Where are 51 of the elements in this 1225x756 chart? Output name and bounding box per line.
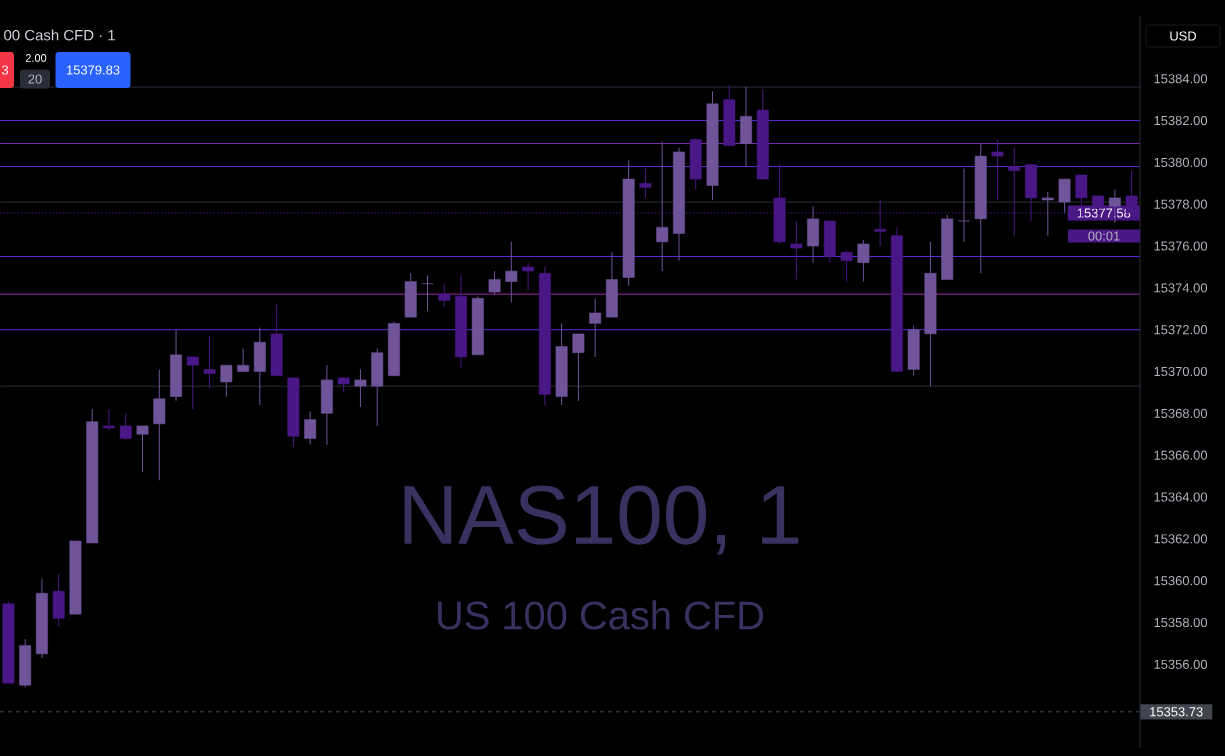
- y-tick-label: 15382.00: [1154, 115, 1208, 126]
- y-tick-label: 15360.00: [1154, 576, 1208, 586]
- y-tick-label: 15368.00: [1154, 408, 1208, 418]
- ref-line-label: 15377.58: [1077, 208, 1131, 218]
- annotation: 15379.83: [66, 65, 120, 75]
- candlestick: [186, 356, 199, 410]
- y-tick-label: 15380.00: [1154, 157, 1208, 167]
- candlestick: [304, 410, 317, 446]
- annotation: 2.00: [25, 54, 47, 62]
- y-tick-label: 15364.00: [1154, 492, 1208, 502]
- annotation: US 100 Cash CFD: [438, 600, 764, 630]
- candlestick: [857, 239, 870, 283]
- candlestick: [220, 364, 233, 398]
- y-tick-label: 15374.00: [1154, 283, 1208, 293]
- candlestick: [421, 274, 434, 312]
- annotation: 20: [28, 74, 42, 84]
- candlestick: [572, 333, 585, 402]
- y-tick-label: 15366.00: [1154, 450, 1208, 460]
- candlestick: [840, 249, 853, 283]
- annotation: 00:01: [1088, 231, 1120, 241]
- annotation: NAS100, 1: [404, 485, 799, 555]
- candlestick: [522, 262, 535, 291]
- candlestick: [237, 348, 250, 373]
- y-tick-label: 15372.00: [1154, 325, 1208, 335]
- text: 00 Cash CFD · 1: [4, 29, 115, 41]
- candlestick: [203, 335, 216, 389]
- y-tick-label: 15378.00: [1154, 199, 1208, 209]
- y-tick-label: 15376.00: [1154, 241, 1208, 251]
- annotation: 3: [1, 65, 9, 75]
- y-tick-label: 15356.00: [1154, 659, 1208, 669]
- candlestick: [991, 138, 1004, 201]
- candlestick: [639, 168, 652, 199]
- candlestick: [354, 368, 367, 408]
- candlestick: [505, 241, 518, 304]
- y-tick-label: 15384.00: [1154, 74, 1208, 84]
- candlestick: [656, 140, 669, 272]
- y-tick-label: 15370.00: [1154, 366, 1208, 377]
- candlestick: [790, 220, 803, 280]
- candlestick: [488, 270, 501, 295]
- candlestick: [438, 283, 451, 308]
- candlestick: [103, 408, 115, 431]
- candlestick: [958, 168, 970, 243]
- text: USD: [1170, 31, 1197, 41]
- y-tick-label: 15362.00: [1154, 534, 1208, 544]
- candlestick: [1058, 178, 1071, 214]
- ref-line-label: 15353.73: [1150, 707, 1203, 717]
- candlestick: [119, 412, 132, 442]
- candlestick: [589, 297, 602, 358]
- candlestick: [136, 425, 149, 473]
- y-tick-label: 15358.00: [1154, 617, 1208, 628]
- candlestick: [1041, 191, 1054, 237]
